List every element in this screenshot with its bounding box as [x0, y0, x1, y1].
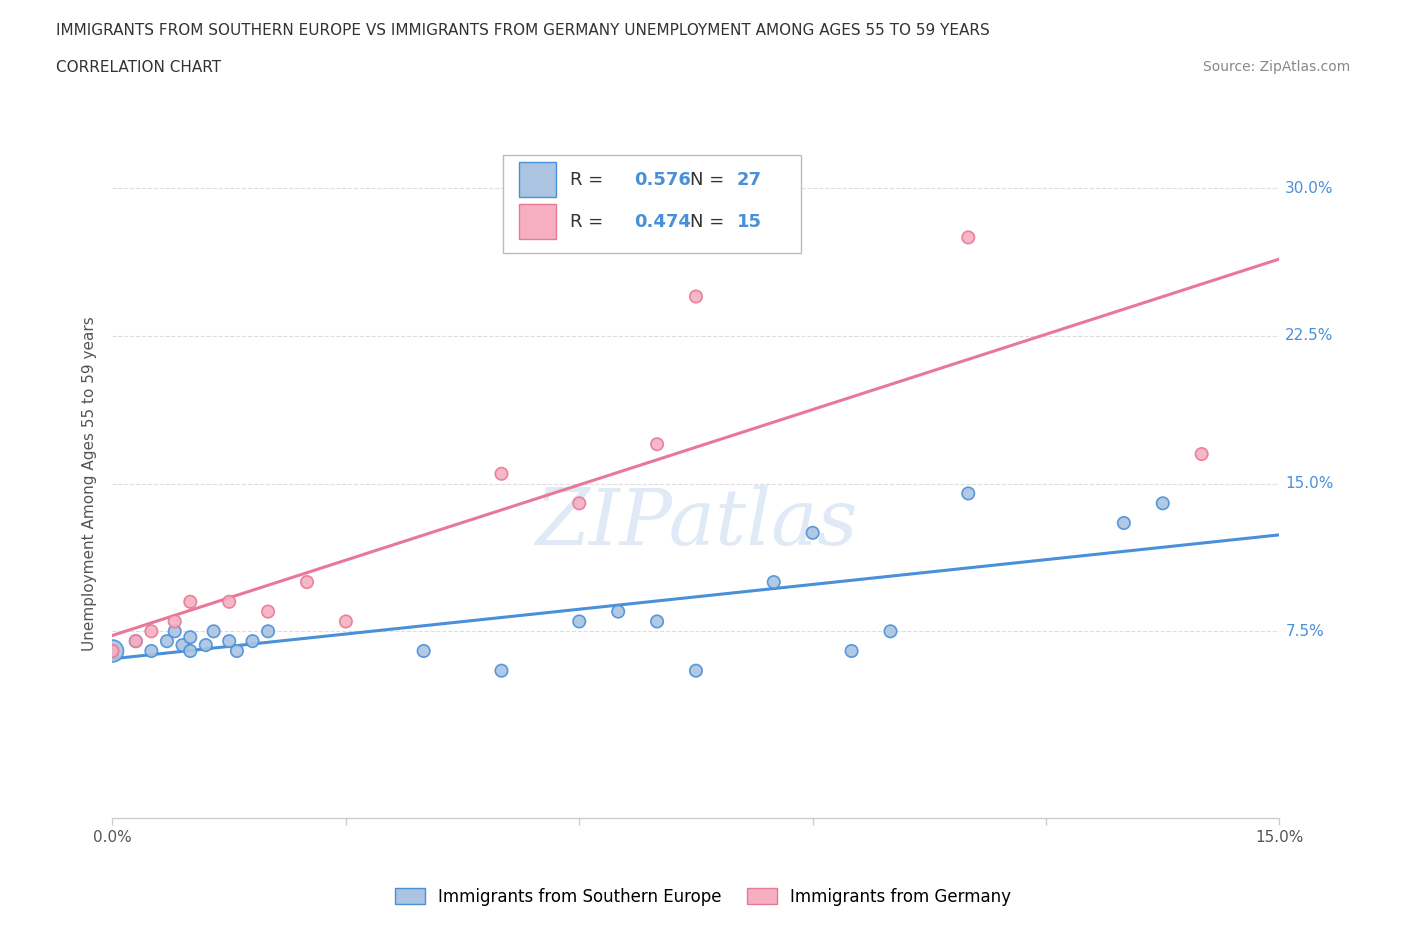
- Point: [568, 496, 591, 511]
- Point: [762, 575, 785, 590]
- Point: [172, 638, 194, 653]
- Point: [335, 614, 357, 629]
- Point: [179, 594, 201, 609]
- Point: [607, 604, 630, 619]
- Point: [412, 644, 434, 658]
- Point: [491, 663, 513, 678]
- Text: IMMIGRANTS FROM SOUTHERN EUROPE VS IMMIGRANTS FROM GERMANY UNEMPLOYMENT AMONG AG: IMMIGRANTS FROM SOUTHERN EUROPE VS IMMIG…: [56, 23, 990, 38]
- Point: [163, 614, 186, 629]
- Text: R =: R =: [569, 213, 609, 231]
- Text: 30.0%: 30.0%: [1285, 180, 1334, 195]
- Text: N =: N =: [690, 213, 730, 231]
- Point: [957, 230, 980, 245]
- Point: [491, 466, 513, 481]
- Point: [179, 644, 201, 658]
- Point: [226, 644, 249, 658]
- Point: [957, 486, 980, 501]
- Text: 15: 15: [737, 213, 762, 231]
- Legend: Immigrants from Southern Europe, Immigrants from Germany: Immigrants from Southern Europe, Immigra…: [388, 881, 1018, 912]
- FancyBboxPatch shape: [519, 205, 555, 239]
- Point: [218, 633, 240, 648]
- Point: [141, 644, 163, 658]
- Text: 7.5%: 7.5%: [1285, 624, 1324, 639]
- FancyBboxPatch shape: [503, 155, 801, 253]
- Point: [645, 614, 668, 629]
- Point: [194, 638, 217, 653]
- Text: 15.0%: 15.0%: [1285, 476, 1334, 491]
- Text: Source: ZipAtlas.com: Source: ZipAtlas.com: [1202, 60, 1350, 74]
- FancyBboxPatch shape: [519, 163, 555, 197]
- Text: 0.474: 0.474: [634, 213, 690, 231]
- Point: [101, 644, 124, 658]
- Point: [645, 437, 668, 452]
- Point: [568, 614, 591, 629]
- Text: N =: N =: [690, 171, 730, 189]
- Point: [257, 604, 280, 619]
- Point: [141, 624, 163, 639]
- Point: [841, 644, 863, 658]
- Point: [156, 633, 179, 648]
- Point: [163, 624, 186, 639]
- Point: [125, 633, 148, 648]
- Point: [295, 575, 318, 590]
- Point: [202, 624, 225, 639]
- Text: 27: 27: [737, 171, 762, 189]
- Point: [1191, 446, 1213, 461]
- Text: 0.576: 0.576: [634, 171, 690, 189]
- Point: [218, 594, 240, 609]
- Point: [801, 525, 824, 540]
- Text: R =: R =: [569, 171, 609, 189]
- Point: [879, 624, 901, 639]
- Text: 22.5%: 22.5%: [1285, 328, 1334, 343]
- Point: [242, 633, 264, 648]
- Point: [125, 633, 148, 648]
- Text: CORRELATION CHART: CORRELATION CHART: [56, 60, 221, 75]
- Point: [685, 663, 707, 678]
- Point: [179, 630, 201, 644]
- Point: [1112, 515, 1135, 530]
- Point: [685, 289, 707, 304]
- Y-axis label: Unemployment Among Ages 55 to 59 years: Unemployment Among Ages 55 to 59 years: [82, 316, 97, 651]
- Text: ZIPatlas: ZIPatlas: [534, 485, 858, 562]
- Point: [257, 624, 280, 639]
- Point: [101, 644, 124, 658]
- Point: [1152, 496, 1174, 511]
